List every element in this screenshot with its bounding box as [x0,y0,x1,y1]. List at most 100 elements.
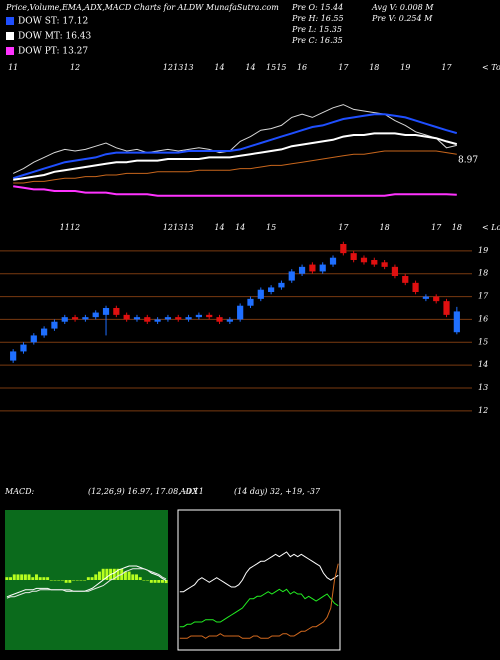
candle-body [319,264,326,272]
stat: Pre H: 16.55 [291,14,344,23]
histogram-bar [153,580,157,583]
histogram-bar [157,580,161,583]
candle-body [30,335,37,343]
y-tick-label: 16 [478,314,488,323]
stat: Avg V: 0.008 M [371,3,434,12]
y-tick-label: 14 [478,360,488,369]
histogram-bar [127,571,131,580]
histogram-bar [86,577,90,580]
chart-title: ADX [179,487,198,496]
histogram-bar [53,580,57,581]
histogram-bar [75,580,79,581]
candle-body [402,276,409,283]
y-tick-label: 19 [478,246,488,255]
candle-body [164,317,172,320]
histogram-bar [97,571,101,580]
histogram-bar [35,574,38,580]
x-tick-label: 15 [276,63,286,72]
candle-body [206,314,213,318]
x-tick-label: 14 [214,63,224,72]
histogram-bar [46,577,50,580]
candle-body [278,282,285,288]
candle-body [92,312,99,318]
x-tick-label: 15 [266,223,276,232]
y-tick-label: 12 [478,406,488,415]
histogram-bar [27,574,31,580]
line [13,132,458,181]
candle-body [113,308,120,315]
x-tick-label: 15 [266,63,276,72]
candle-body [443,301,450,315]
histogram-bar [42,577,46,580]
candle-body [51,321,58,329]
candle-body [144,317,151,322]
histogram-bar [123,571,127,580]
histogram-bar [68,580,72,583]
histogram-bar [138,577,142,580]
x-tick-label: 14 [235,223,245,232]
histogram-bar [23,574,27,580]
histogram-bar [160,580,164,583]
histogram-bar [38,577,42,580]
legend-label: DOW ST: 17.12 [18,17,88,27]
x-tick-label: 17 [338,223,349,232]
chart-subtitle: (14 day) 32, +19, -37 [234,487,321,496]
candle-body [257,289,264,299]
stat: Pre V: 0.254 M [371,14,433,23]
y-tick-label: 13 [478,383,488,392]
histogram-bar [5,577,9,580]
candle-body [381,262,388,267]
histogram-bar [146,580,150,581]
x-tick-label: 14 [245,63,255,72]
histogram-bar [164,580,168,584]
histogram-bar [60,580,64,581]
candle-body [412,282,419,292]
x-tick-label: 18 [380,223,390,232]
line [179,588,339,628]
candle-body [226,319,233,322]
legend-label: DOW PT: 13.27 [18,47,88,57]
x-tick-label: 13 [173,63,183,72]
legend-swatch [6,17,14,25]
stat: Pre O: 15.44 [291,3,343,12]
candle-body [41,328,48,336]
histogram-bar [57,580,61,581]
candle-body [422,296,429,299]
histogram-bar [149,580,153,583]
candle-body [268,287,275,292]
y-tick-label: 15 [478,337,488,346]
x-tick-label: 11 [8,63,18,72]
line [6,568,167,599]
annotation: 8.97 [458,156,478,166]
histogram-bar [79,580,83,581]
candle-body [102,308,110,315]
x-tick-label: 12 [70,63,80,72]
candle-body [298,266,306,274]
candle-body [433,296,440,302]
line [179,551,339,593]
chart-subtitle: (12,26,9) 16.97, 17.08, -0.11 [88,487,204,496]
x-tick-label: 18 [452,223,462,232]
x-tick-label: 18 [369,63,379,72]
x-tick-label: 13 [183,223,193,232]
line [13,185,457,197]
line [12,113,458,180]
y-tick-label: 17 [478,292,489,301]
line [179,563,339,639]
candle-body [154,319,161,322]
histogram-bar [83,580,87,581]
candle-body [175,317,182,320]
histogram-bar [64,580,68,583]
candle-body [288,271,295,281]
chart-title: MACD: [4,487,35,496]
x-tick-label: 17 [338,63,349,72]
line [6,565,167,598]
candle-body [360,257,368,263]
x-tick-label: 13 [183,63,193,72]
annotation: < Lows [482,223,500,232]
candle-body [195,314,202,318]
candle-body [371,260,378,265]
histogram-bar [142,580,146,581]
x-tick-label: 19 [400,63,410,72]
candle-body [391,266,399,276]
